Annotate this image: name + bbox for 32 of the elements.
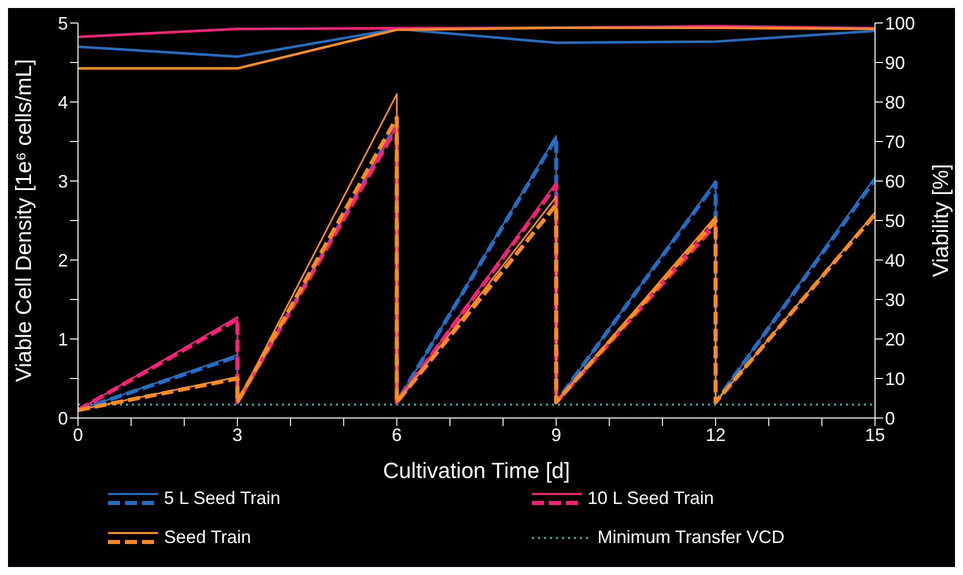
y2-tick-label: 10	[885, 368, 906, 389]
y-tick-label: 0	[58, 408, 68, 428]
x-tick-label: 0	[72, 424, 84, 445]
x-tick-label: 3	[232, 424, 242, 445]
y-tick-label: 3	[58, 171, 68, 192]
y2-tick-label: 60	[885, 171, 906, 192]
y-tick-label: 5	[58, 13, 68, 34]
legend-label: Seed Train	[164, 527, 252, 548]
y2-tick-label: 80	[885, 92, 906, 112]
x-axis-title: Cultivation Time [d]	[382, 458, 570, 483]
y2-tick-label: 20	[885, 329, 906, 350]
y2-tick-label: 0	[885, 408, 896, 428]
y-tick-label: 4	[58, 92, 68, 112]
x-tick-label: 15	[864, 424, 886, 445]
line-series	[78, 26, 875, 70]
y2-axis-title: Viability [%]	[928, 164, 953, 278]
x-tick-label: 6	[392, 424, 402, 445]
y-axis-title: Viable Cell Density [1e⁶ cells/mL]	[10, 59, 36, 382]
y2-tick-label: 30	[885, 290, 906, 310]
line-series	[78, 28, 875, 58]
y2-tick-label: 40	[885, 250, 906, 270]
x-tick-label: 9	[551, 424, 562, 445]
x-tick-label: 12	[706, 424, 726, 445]
y2-tick-label: 90	[885, 52, 906, 73]
y2-tick-label: 100	[885, 13, 916, 34]
y-tick-label: 1	[58, 329, 68, 350]
y2-tick-label: 70	[885, 132, 906, 152]
y-tick-label: 2	[58, 250, 68, 270]
y2-tick-label: 50	[885, 210, 906, 231]
legend-label: Minimum Transfer VCD	[598, 527, 785, 548]
legend-label: 5 L Seed Train	[164, 488, 280, 509]
legend-label: 10 L Seed Train	[588, 488, 714, 509]
